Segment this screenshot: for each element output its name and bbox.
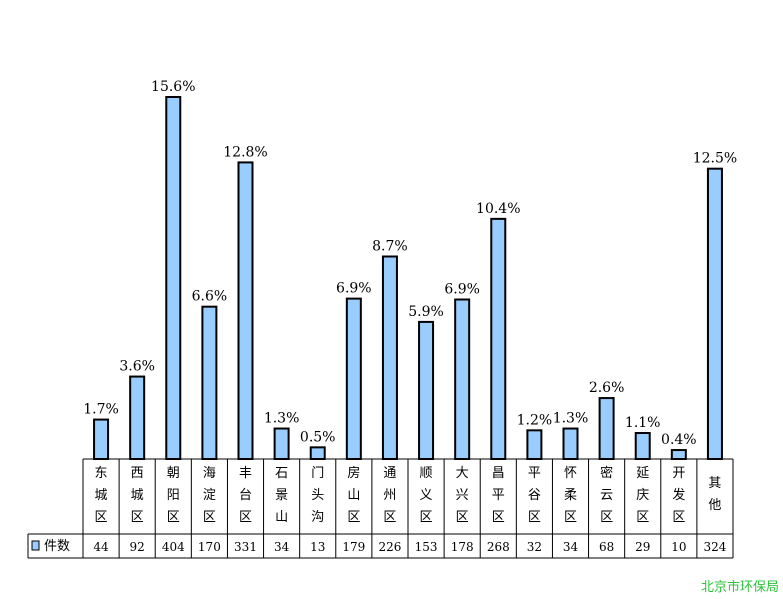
- count-label-13: 34: [563, 540, 579, 554]
- category-label-11: 昌平区: [492, 466, 505, 525]
- count-label-0: 44: [93, 540, 109, 554]
- category-label-5: 石景山: [275, 466, 288, 525]
- category-label-12: 平谷区: [528, 466, 541, 525]
- category-label-8: 通州区: [383, 466, 396, 525]
- bar-1: [129, 375, 146, 461]
- category-label-16: 开发区: [672, 466, 685, 525]
- percent-label-11: 10.4%: [476, 201, 520, 217]
- bar-17: [706, 167, 723, 460]
- category-label-14: 密云区: [600, 465, 613, 525]
- bar-2: [165, 96, 182, 460]
- category-label-17: 其他: [708, 476, 721, 513]
- percent-label-12: 1.2%: [517, 412, 553, 428]
- count-label-4: 331: [234, 540, 257, 554]
- bar-3: [201, 305, 218, 461]
- percent-label-0: 1.7%: [83, 402, 119, 418]
- count-label-6: 13: [310, 540, 325, 554]
- count-label-5: 34: [274, 540, 290, 554]
- count-label-9: 153: [415, 540, 438, 554]
- bars-layer: [93, 96, 723, 461]
- count-label-3: 170: [198, 540, 221, 554]
- percent-label-8: 8.7%: [372, 238, 408, 254]
- count-label-15: 29: [635, 540, 650, 554]
- percent-label-16: 0.4%: [661, 432, 697, 448]
- percent-label-4: 12.8%: [223, 144, 267, 160]
- percent-label-3: 6.6%: [192, 289, 228, 305]
- category-label-10: 大兴区: [456, 466, 469, 525]
- legend-label: 件数: [44, 539, 70, 554]
- category-label-15: 延庆区: [636, 466, 649, 525]
- category-label-2: 朝阳区: [167, 466, 180, 525]
- percent-label-9: 5.9%: [408, 304, 444, 320]
- bar-5: [273, 427, 290, 461]
- category-label-1: 西城区: [131, 466, 144, 525]
- count-label-7: 179: [342, 540, 365, 554]
- percent-label-7: 6.9%: [336, 281, 372, 297]
- percent-label-6: 0.5%: [300, 429, 336, 445]
- bar-10: [454, 298, 471, 460]
- count-label-8: 226: [378, 540, 401, 554]
- bar-6: [309, 446, 326, 460]
- category-label-6: 门头沟: [311, 466, 324, 525]
- bar-11: [490, 217, 507, 460]
- count-label-12: 32: [527, 540, 542, 554]
- bar-9: [418, 320, 435, 460]
- count-label-11: 268: [487, 540, 510, 554]
- count-label-10: 178: [451, 540, 474, 554]
- category-label-4: 丰台区: [239, 466, 252, 525]
- percent-label-15: 1.1%: [625, 415, 661, 431]
- percent-label-2: 15.6%: [151, 79, 195, 95]
- percent-label-14: 2.6%: [589, 380, 625, 396]
- count-label-17: 324: [703, 540, 726, 554]
- bar-13: [562, 427, 579, 461]
- percent-label-17: 12.5%: [693, 151, 737, 167]
- category-label-3: 海淀区: [203, 466, 216, 525]
- source-label: 北京市环保局: [700, 580, 779, 595]
- bar-4: [237, 161, 254, 460]
- count-label-1: 92: [130, 540, 145, 554]
- count-label-2: 404: [162, 540, 185, 554]
- category-label-13: 怀柔区: [564, 466, 577, 525]
- legend: 件数: [31, 539, 70, 554]
- percent-label-1: 3.6%: [119, 359, 155, 375]
- percent-labels-layer: 1.7%3.6%15.6%6.6%12.8%1.3%0.5%6.9%8.7%5.…: [83, 79, 737, 448]
- legend-swatch: [31, 540, 40, 551]
- percent-label-5: 1.3%: [264, 411, 300, 427]
- count-label-16: 10: [671, 540, 686, 554]
- data-table: 东城区 44 西城区 92 朝阳区 404 海淀区 170 丰台区 331 石景山 34 门头沟 13 房山…: [27, 458, 734, 559]
- count-label-14: 68: [599, 540, 614, 554]
- bar-14: [598, 397, 615, 460]
- category-label-0: 东城区: [95, 466, 108, 525]
- bar-8: [381, 255, 398, 460]
- percent-label-13: 1.3%: [553, 411, 589, 427]
- category-label-9: 顺义区: [420, 466, 433, 525]
- category-label-7: 房山区: [347, 465, 360, 525]
- bar-16: [670, 449, 687, 461]
- bar-0: [93, 418, 110, 460]
- bar-15: [634, 432, 651, 461]
- bar-7: [345, 297, 362, 460]
- bar-12: [526, 429, 543, 460]
- percent-label-10: 6.9%: [444, 282, 480, 298]
